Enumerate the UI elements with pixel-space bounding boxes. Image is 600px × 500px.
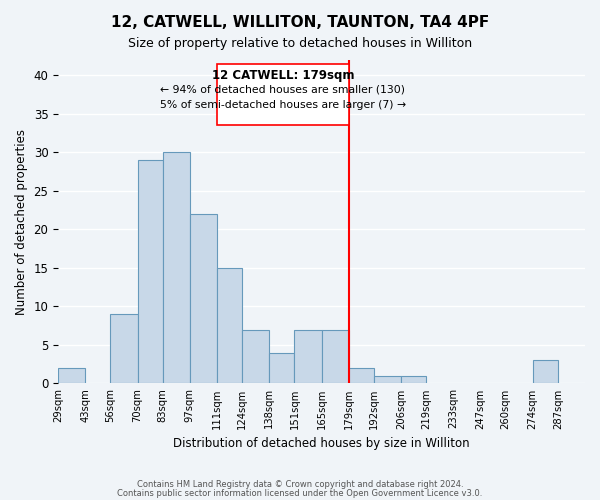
Bar	[533, 360, 558, 384]
Text: 5% of semi-detached houses are larger (7) →: 5% of semi-detached houses are larger (7…	[160, 100, 406, 110]
Bar	[242, 330, 269, 384]
FancyBboxPatch shape	[217, 64, 349, 126]
Text: Size of property relative to detached houses in Williton: Size of property relative to detached ho…	[128, 38, 472, 51]
Text: Contains public sector information licensed under the Open Government Licence v3: Contains public sector information licen…	[118, 488, 482, 498]
Text: Contains HM Land Registry data © Crown copyright and database right 2024.: Contains HM Land Registry data © Crown c…	[137, 480, 463, 489]
Bar	[110, 314, 137, 384]
Text: 12 CATWELL: 179sqm: 12 CATWELL: 179sqm	[212, 69, 354, 82]
X-axis label: Distribution of detached houses by size in Williton: Distribution of detached houses by size …	[173, 437, 470, 450]
Bar	[163, 152, 190, 384]
Bar	[374, 376, 401, 384]
Bar	[137, 160, 163, 384]
Bar	[295, 330, 322, 384]
Bar	[58, 368, 85, 384]
Bar	[322, 330, 349, 384]
Bar	[401, 376, 426, 384]
Y-axis label: Number of detached properties: Number of detached properties	[15, 128, 28, 314]
Bar	[349, 368, 374, 384]
Bar	[190, 214, 217, 384]
Bar	[217, 268, 242, 384]
Text: 12, CATWELL, WILLITON, TAUNTON, TA4 4PF: 12, CATWELL, WILLITON, TAUNTON, TA4 4PF	[111, 15, 489, 30]
Text: ← 94% of detached houses are smaller (130): ← 94% of detached houses are smaller (13…	[160, 84, 406, 94]
Bar	[269, 352, 295, 384]
